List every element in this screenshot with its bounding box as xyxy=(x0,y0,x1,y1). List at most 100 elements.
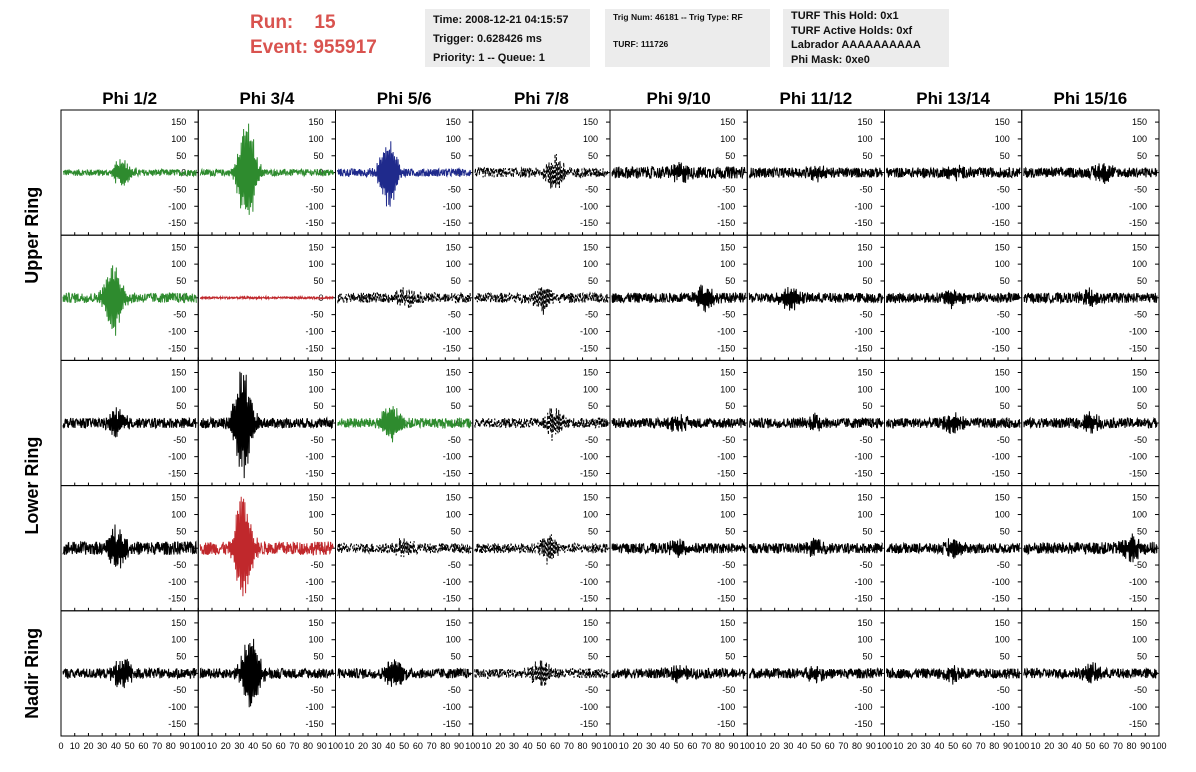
waveform-r1-c1 xyxy=(62,159,197,186)
y-tick-label: -100 xyxy=(717,702,735,712)
y-tick-label: -150 xyxy=(854,218,872,228)
y-tick-label: 50 xyxy=(862,151,872,161)
x-tick-label: 40 xyxy=(797,741,807,751)
waveform-r1-c6 xyxy=(748,165,883,183)
y-tick-label: -100 xyxy=(717,577,735,587)
y-tick-label: 50 xyxy=(1000,526,1010,536)
y-tick-label: 150 xyxy=(171,368,186,378)
ring-label-2: Lower Ring xyxy=(22,437,42,535)
y-tick-label: -100 xyxy=(717,326,735,336)
y-tick-label: -150 xyxy=(443,218,461,228)
y-tick-label: 50 xyxy=(588,526,598,536)
waveform-r2-c1 xyxy=(62,265,197,336)
x-tick-label: 40 xyxy=(934,741,944,751)
y-tick-label: 50 xyxy=(588,151,598,161)
y-tick-label: 100 xyxy=(1132,259,1147,269)
x-tick-label: 90 xyxy=(1140,741,1150,751)
x-tick-label: 100 xyxy=(191,741,206,751)
waveform-r3-c4 xyxy=(474,408,609,441)
column-header-6: Phi 11/12 xyxy=(779,89,852,108)
y-tick-label: 100 xyxy=(446,635,461,645)
y-tick-label: -50 xyxy=(997,685,1010,695)
x-tick-label: 100 xyxy=(465,741,480,751)
y-tick-label: -50 xyxy=(173,310,186,320)
x-tick-label: 80 xyxy=(852,741,862,751)
y-tick-label: -100 xyxy=(854,201,872,211)
x-tick-label: 100 xyxy=(1151,741,1166,751)
waveform-r3-c7 xyxy=(886,412,1021,435)
column-header-5: Phi 9/10 xyxy=(646,89,710,108)
waveform-r5-c3 xyxy=(337,659,472,687)
y-tick-label: 0 xyxy=(867,168,872,178)
y-tick-label: 150 xyxy=(857,618,872,628)
y-tick-label: -50 xyxy=(310,184,323,194)
y-tick-label: -50 xyxy=(173,685,186,695)
y-tick-label: -150 xyxy=(443,469,461,479)
x-tick-label: 30 xyxy=(783,741,793,751)
y-tick-label: 150 xyxy=(308,117,323,127)
y-tick-label: -150 xyxy=(992,343,1010,353)
y-tick-label: -50 xyxy=(585,560,598,570)
x-tick-label: 20 xyxy=(83,741,93,751)
y-tick-label: -150 xyxy=(305,343,323,353)
y-tick-label: 50 xyxy=(1137,652,1147,662)
x-tick-label: 10 xyxy=(893,741,903,751)
y-tick-label: -50 xyxy=(173,435,186,445)
y-tick-label: 150 xyxy=(583,368,598,378)
y-tick-label: -100 xyxy=(1129,326,1147,336)
x-tick-label: 70 xyxy=(427,741,437,751)
y-tick-label: 50 xyxy=(1137,276,1147,286)
y-tick-label: -100 xyxy=(1129,577,1147,587)
y-tick-label: 50 xyxy=(1000,276,1010,286)
y-tick-label: 100 xyxy=(171,635,186,645)
y-tick-label: 100 xyxy=(720,510,735,520)
y-tick-label: 150 xyxy=(720,368,735,378)
waveform-r2-c5 xyxy=(611,284,746,313)
ring-label-1: Upper Ring xyxy=(22,187,42,284)
y-tick-label: 150 xyxy=(1132,368,1147,378)
y-tick-label: 50 xyxy=(313,276,323,286)
y-tick-label: -100 xyxy=(992,702,1010,712)
x-tick-label: 90 xyxy=(454,741,464,751)
y-tick-label: -100 xyxy=(305,201,323,211)
x-tick-label: 50 xyxy=(948,741,958,751)
y-tick-label: 50 xyxy=(451,151,461,161)
column-header-1: Phi 1/2 xyxy=(102,89,157,108)
waveform-r4-c5 xyxy=(611,538,746,558)
turf-line: TURF: 111726 xyxy=(613,39,669,49)
y-tick-label: -150 xyxy=(580,594,598,604)
waveform-r4-c2 xyxy=(199,496,334,597)
x-tick-label: 20 xyxy=(632,741,642,751)
y-tick-label: -100 xyxy=(443,326,461,336)
y-tick-label: 50 xyxy=(451,276,461,286)
event-label: Event: xyxy=(250,37,309,58)
y-tick-label: -150 xyxy=(305,594,323,604)
x-tick-label: 10 xyxy=(207,741,217,751)
y-tick-label: 100 xyxy=(583,134,598,144)
priority-line: Priority: 1 -- Queue: 1 xyxy=(433,52,545,64)
y-tick-label: -150 xyxy=(168,469,186,479)
waveform-r1-c5 xyxy=(611,161,746,183)
y-tick-label: -100 xyxy=(992,577,1010,587)
y-tick-label: -150 xyxy=(854,469,872,479)
y-tick-label: 50 xyxy=(725,151,735,161)
y-tick-label: 50 xyxy=(451,526,461,536)
waveform-r2-c3 xyxy=(337,287,472,309)
x-tick-label: 40 xyxy=(111,741,121,751)
x-tick-label: 40 xyxy=(1072,741,1082,751)
y-tick-label: 50 xyxy=(725,652,735,662)
y-tick-label: 50 xyxy=(862,401,872,411)
x-tick-label: 80 xyxy=(1127,741,1137,751)
y-tick-label: -50 xyxy=(448,560,461,570)
y-tick-label: 50 xyxy=(1137,151,1147,161)
y-tick-label: 150 xyxy=(1132,618,1147,628)
x-tick-label: 30 xyxy=(372,741,382,751)
y-tick-label: -50 xyxy=(997,560,1010,570)
y-tick-label: -150 xyxy=(168,343,186,353)
waveform-r3-c6 xyxy=(749,412,883,432)
y-tick-label: 100 xyxy=(720,134,735,144)
x-tick-label: 40 xyxy=(385,741,395,751)
y-tick-label: 100 xyxy=(446,259,461,269)
y-tick-label: -50 xyxy=(1134,560,1147,570)
y-tick-label: -50 xyxy=(310,560,323,570)
